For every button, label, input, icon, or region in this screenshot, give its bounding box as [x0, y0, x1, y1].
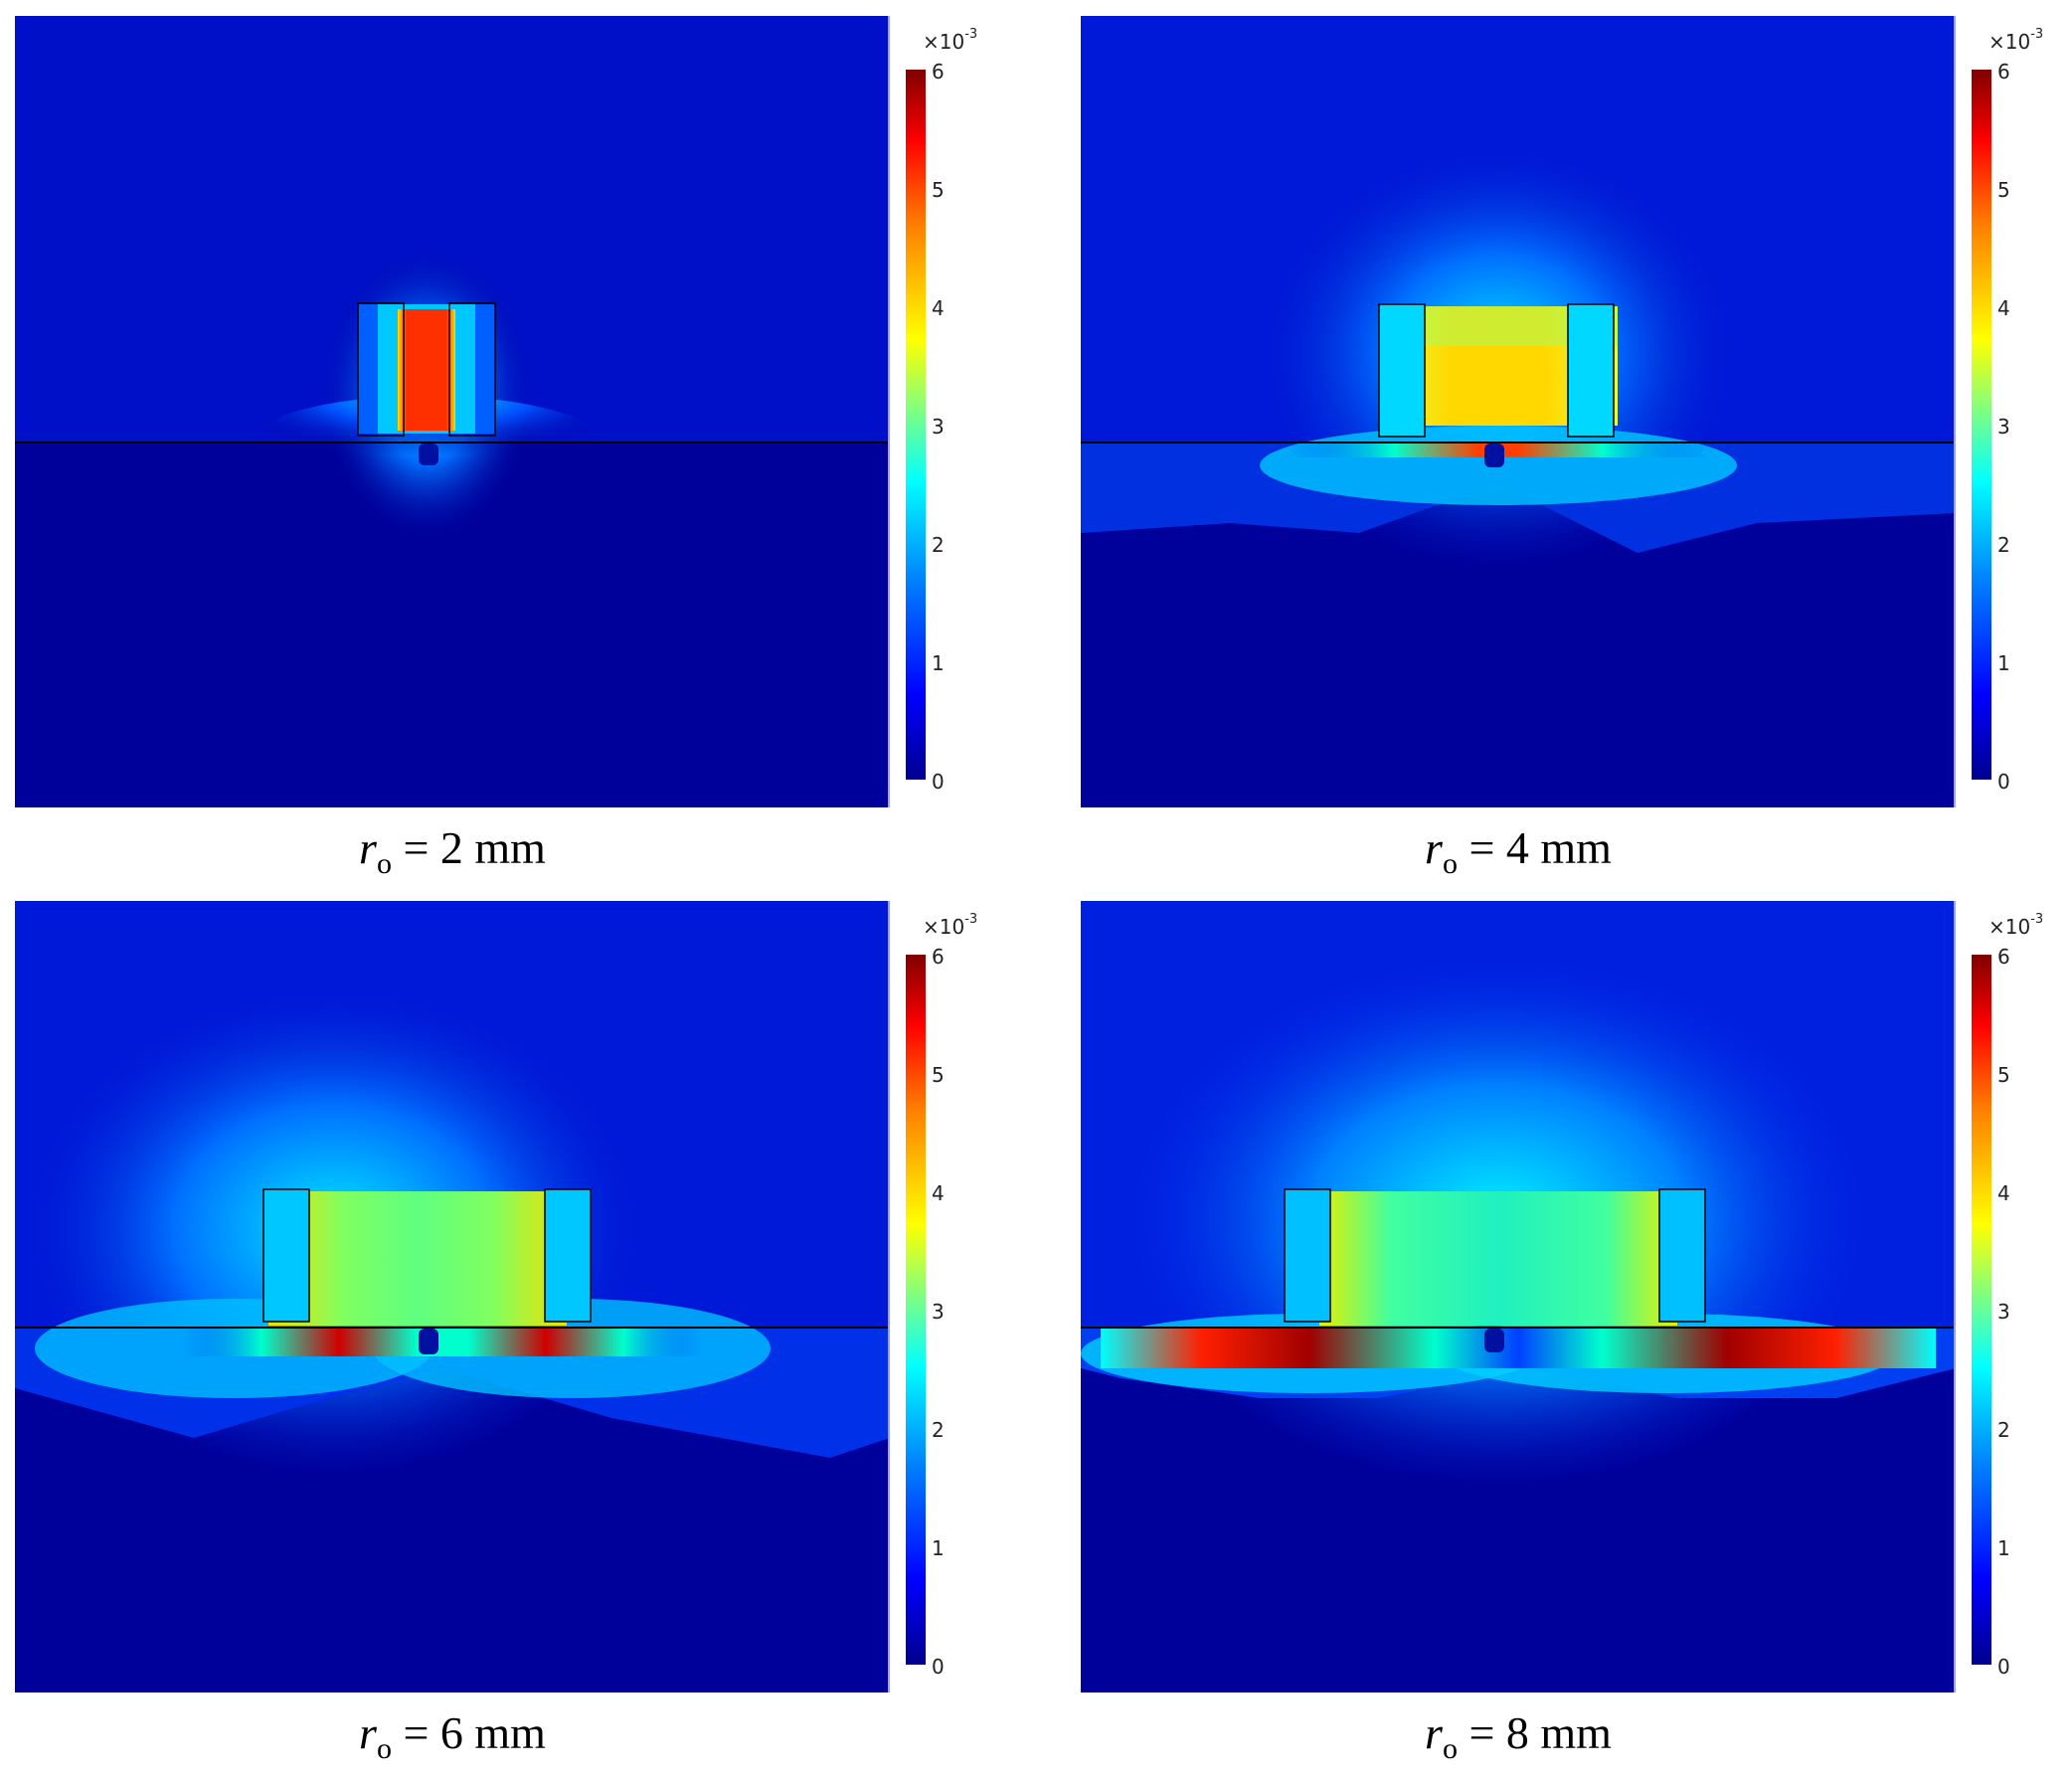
panel-caption: ro = 8 mm [1425, 1707, 1612, 1766]
field-plot [1081, 16, 1956, 807]
colorbar: ×10-3 6 5 4 3 2 1 0 [1964, 27, 2053, 792]
colorbar-tick: 3 [932, 415, 945, 439]
colorbar-tick: 5 [932, 178, 945, 202]
colorbar-tick: 0 [1997, 770, 2010, 794]
colorbar-tick: 1 [932, 1536, 945, 1560]
colorbar-tick: 3 [1997, 415, 2010, 439]
colorbar-tick: 2 [932, 533, 945, 557]
colorbar-tick: 2 [932, 1418, 945, 1442]
field-plot [1081, 901, 1956, 1693]
colorbar-exponent: ×10-3 [1988, 912, 2044, 939]
colorbar-tick: 6 [1997, 60, 2010, 84]
colorbar-gradient [906, 70, 926, 780]
colorbar-gradient [1972, 955, 1991, 1665]
colorbar: ×10-3 6 5 4 3 2 1 0 [1964, 912, 2053, 1677]
colorbar-exponent: ×10-3 [923, 912, 978, 939]
colorbar-tick: 0 [1997, 1655, 2010, 1679]
colorbar-tick: 1 [1997, 651, 2010, 675]
colorbar-tick: 4 [932, 1181, 945, 1205]
colorbar-tick: 2 [1997, 1418, 2010, 1442]
colorbar: ×10-3 6 5 4 3 2 1 0 [898, 912, 987, 1677]
field-panel-ro-6mm: ×10-3 6 5 4 3 2 1 0 ro = 6 mm [0, 885, 994, 1765]
colorbar-tick: 6 [932, 60, 945, 84]
colorbar-exponent: ×10-3 [923, 27, 978, 54]
colorbar-tick: 1 [1997, 1536, 2010, 1560]
colorbar-exponent: ×10-3 [1988, 27, 2044, 54]
field-panel-ro-4mm: ×10-3 6 5 4 3 2 1 0 ro = 4 mm [1066, 0, 2060, 880]
colorbar-tick: 2 [1997, 533, 2010, 557]
field-plot [15, 901, 890, 1693]
field-panel-ro-8mm: ×10-3 6 5 4 3 2 1 0 ro = 8 mm [1066, 885, 2060, 1765]
colorbar: ×10-3 6 5 4 3 2 1 0 [898, 27, 987, 792]
colorbar-tick: 4 [932, 296, 945, 320]
colorbar-tick: 4 [1997, 1181, 2010, 1205]
colorbar-tick: 6 [1997, 945, 2010, 969]
colorbar-tick: 5 [1997, 178, 2010, 202]
colorbar-tick: 4 [1997, 296, 2010, 320]
panel-caption: ro = 4 mm [1425, 822, 1612, 881]
colorbar-tick: 5 [932, 1063, 945, 1087]
colorbar-tick: 5 [1997, 1063, 2010, 1087]
colorbar-gradient [906, 955, 926, 1665]
field-plot [15, 16, 890, 807]
colorbar-tick: 0 [932, 1655, 945, 1679]
colorbar-tick: 0 [932, 770, 945, 794]
colorbar-gradient [1972, 70, 1991, 780]
panel-caption: ro = 2 mm [359, 822, 546, 881]
colorbar-tick: 1 [932, 651, 945, 675]
colorbar-tick: 3 [1997, 1300, 2010, 1324]
colorbar-tick: 6 [932, 945, 945, 969]
field-panel-ro-2mm: ×10-3 6 5 4 3 2 1 0 ro = 2 mm [0, 0, 994, 880]
colorbar-tick: 3 [932, 1300, 945, 1324]
panel-caption: ro = 6 mm [359, 1707, 546, 1766]
